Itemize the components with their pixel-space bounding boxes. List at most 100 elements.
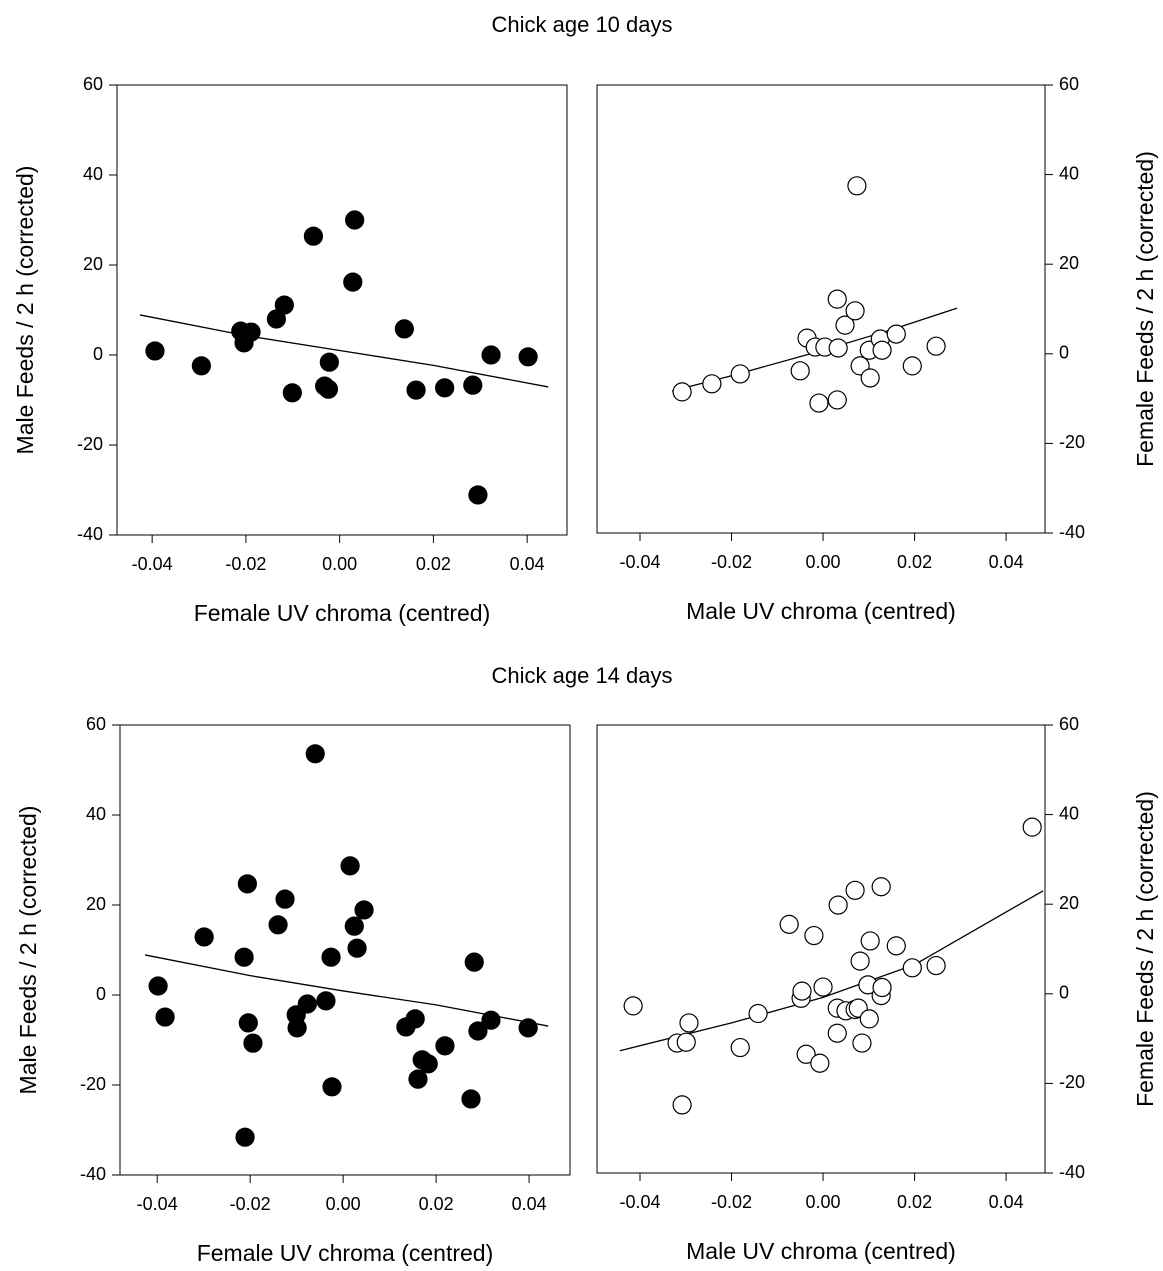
data-point: [518, 347, 538, 367]
data-point: [340, 856, 360, 876]
data-point: [886, 936, 906, 956]
y-tick-label: 60: [1059, 714, 1079, 734]
x-tick-label: -0.04: [137, 1194, 178, 1214]
data-point: [234, 947, 254, 967]
y-tick-label: 0: [93, 344, 103, 364]
data-point: [243, 1033, 263, 1053]
data-point: [238, 1013, 258, 1033]
x-tick-label: 0.04: [989, 1192, 1024, 1212]
plot-frame: [596, 724, 1046, 1174]
data-point: [405, 1009, 425, 1029]
data-point: [779, 914, 799, 934]
x-tick-label: -0.02: [711, 552, 752, 572]
data-point: [481, 1010, 501, 1030]
data-point: [792, 981, 812, 1001]
data-point: [435, 1036, 455, 1056]
data-point: [344, 916, 364, 936]
y-tick-label: 0: [1059, 983, 1069, 1003]
data-point: [730, 1037, 750, 1058]
x-tick-label: -0.04: [619, 1192, 660, 1212]
data-point: [813, 977, 833, 997]
data-point: [297, 994, 317, 1014]
data-point: [275, 889, 295, 909]
data-point: [287, 1018, 307, 1038]
data-point: [676, 1032, 696, 1052]
data-point: [827, 390, 847, 410]
plot-frame: [119, 724, 571, 1176]
data-point: [318, 379, 339, 399]
y-tick-label: -20: [77, 434, 103, 454]
data-point: [850, 951, 870, 971]
data-point: [845, 301, 865, 321]
plot-frame: [116, 84, 568, 536]
x-tick-label: -0.02: [711, 1192, 752, 1212]
data-point: [1022, 817, 1042, 837]
row-title: Chick age 10 days: [492, 12, 673, 37]
data-point: [852, 1033, 872, 1053]
data-point: [464, 952, 484, 972]
x-tick-label: -0.02: [225, 554, 266, 574]
y-tick-label: 60: [83, 74, 103, 94]
y-axis-label: Female Feeds / 2 h (corrected): [1132, 151, 1158, 467]
data-point: [435, 378, 455, 398]
y-tick-label: 40: [1059, 803, 1079, 823]
data-point: [274, 295, 294, 315]
y-tick-label: 40: [86, 804, 106, 824]
data-point: [804, 925, 824, 946]
x-axis-label: Female UV chroma (centred): [197, 1240, 494, 1266]
data-point: [347, 938, 367, 958]
y-tick-label: -40: [1059, 1162, 1085, 1182]
x-tick-label: 0.02: [897, 552, 932, 572]
data-point: [827, 1023, 847, 1043]
data-point: [835, 315, 855, 335]
data-point: [859, 1009, 879, 1029]
data-point: [886, 324, 906, 344]
data-point: [672, 1095, 692, 1115]
y-tick-label: 40: [83, 164, 103, 184]
data-point: [322, 1077, 342, 1097]
y-tick-label: -40: [1059, 522, 1085, 542]
data-point: [810, 1053, 830, 1073]
plot-frame: [596, 84, 1046, 534]
data-point: [902, 958, 922, 978]
fit-curve: [144, 954, 549, 1027]
y-tick-label: -40: [80, 1164, 106, 1184]
y-tick-label: -40: [77, 524, 103, 544]
data-point: [345, 210, 365, 230]
x-tick-label: 0.04: [512, 1194, 547, 1214]
fit-curve: [619, 890, 1044, 1052]
y-tick-label: 0: [96, 984, 106, 1004]
data-point: [860, 368, 880, 388]
data-point: [872, 340, 892, 360]
data-point: [468, 485, 488, 505]
y-tick-label: 60: [1059, 74, 1079, 94]
data-point: [902, 356, 922, 376]
data-point: [463, 375, 483, 395]
data-point: [282, 383, 302, 403]
data-point: [191, 356, 211, 376]
x-tick-label: 0.00: [326, 1194, 361, 1214]
data-point: [406, 380, 426, 400]
data-point: [321, 947, 341, 967]
data-point: [623, 996, 643, 1016]
data-point: [860, 931, 880, 951]
y-tick-label: 20: [83, 254, 103, 274]
data-point: [702, 374, 722, 394]
x-tick-label: 0.02: [419, 1194, 454, 1214]
data-point: [672, 382, 692, 402]
x-tick-label: 0.00: [806, 552, 841, 572]
y-tick-label: 60: [86, 714, 106, 734]
y-tick-label: 20: [1059, 253, 1079, 273]
x-tick-label: -0.04: [132, 554, 173, 574]
data-point: [303, 226, 324, 246]
data-point: [194, 927, 214, 947]
x-tick-label: 0.02: [897, 1192, 932, 1212]
data-point: [828, 895, 848, 915]
data-point: [679, 1013, 699, 1033]
y-tick-label: -20: [1059, 432, 1085, 452]
fit-curve: [139, 314, 549, 388]
data-point: [926, 336, 946, 356]
data-point: [268, 915, 288, 935]
